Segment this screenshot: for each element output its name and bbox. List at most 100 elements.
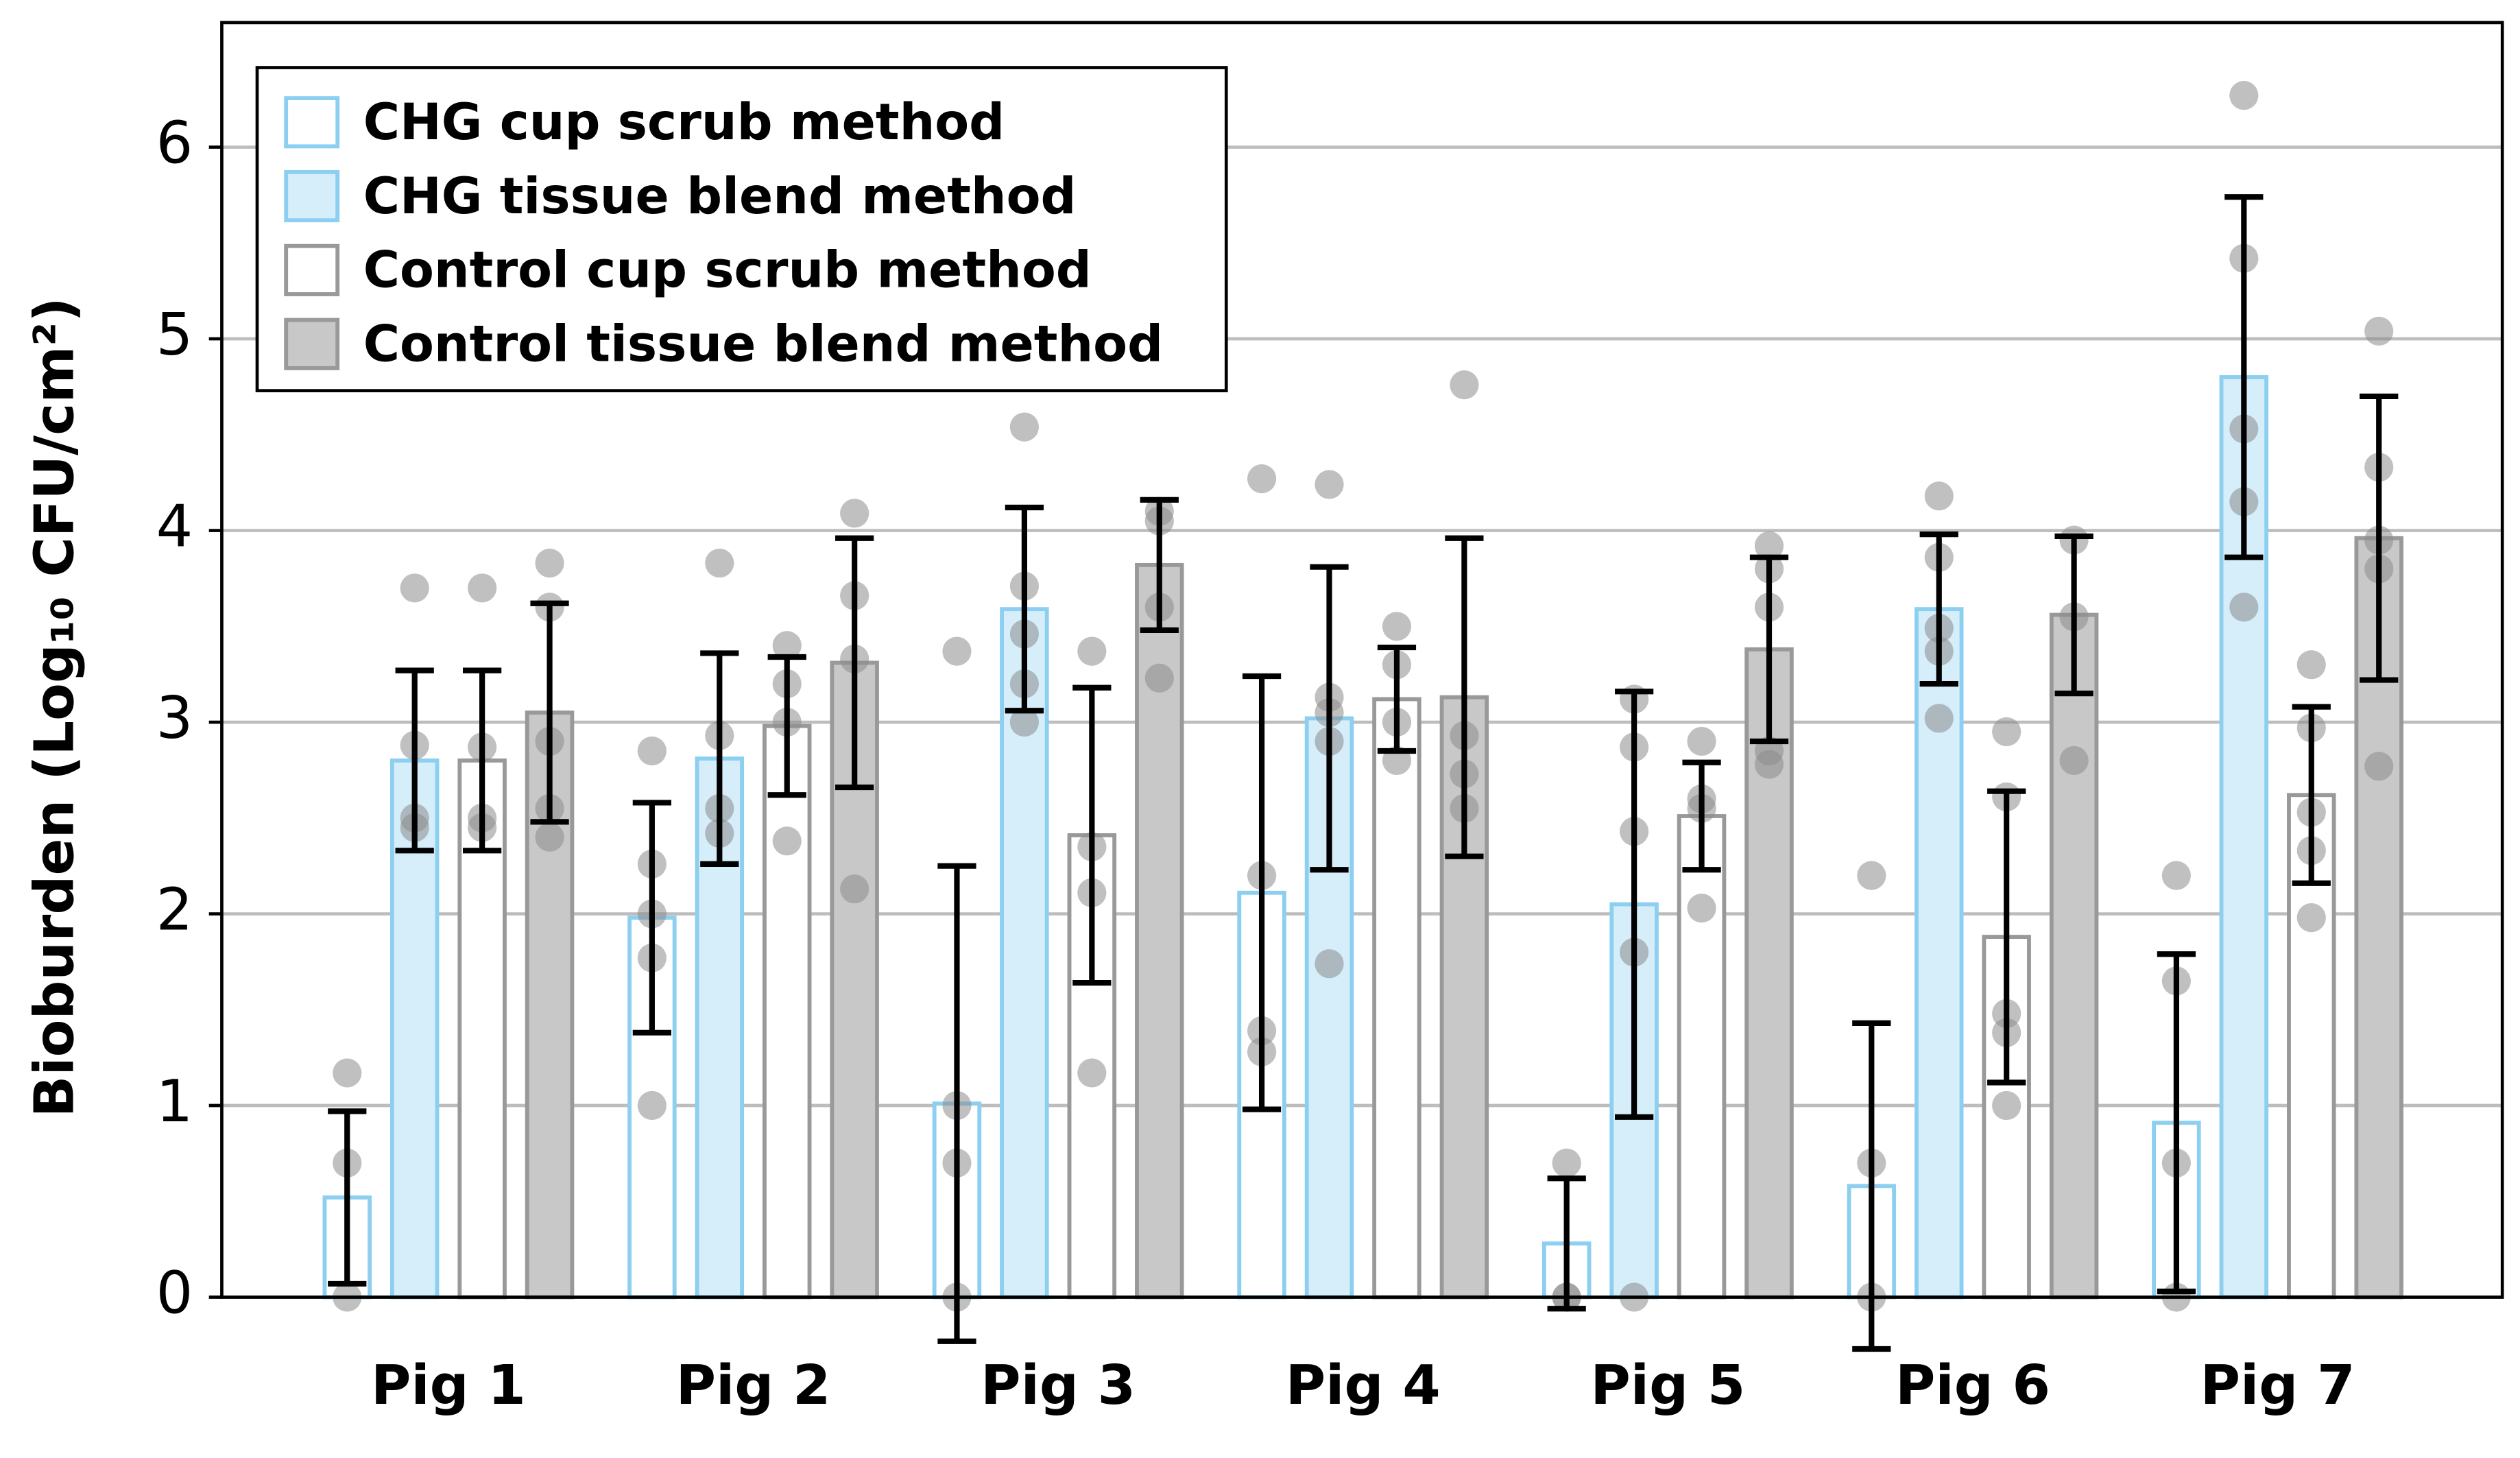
error-bar (530, 600, 569, 825)
data-point (2364, 316, 2394, 346)
data-point (1247, 464, 1277, 494)
data-point (1450, 370, 1479, 400)
data-point (840, 499, 869, 528)
data-point (942, 636, 972, 666)
data-point (637, 736, 667, 766)
data-point (2059, 745, 2089, 776)
x-tick-label: Pig 3 (981, 1353, 1136, 1417)
y-tick-label: 2 (156, 876, 193, 943)
y-tick-label: 5 (156, 301, 193, 368)
legend-box (255, 66, 1228, 392)
data-point (772, 631, 802, 660)
error-bar (2157, 951, 2196, 1295)
legend-label: Control tissue blend method (363, 315, 1163, 373)
y-tick-label: 6 (156, 110, 193, 177)
data-point (772, 826, 802, 856)
legend-swatch (284, 169, 340, 223)
data-point (1857, 861, 1886, 890)
error-bar (1140, 497, 1179, 634)
data-point (2229, 81, 2259, 110)
bar (1372, 697, 1421, 1300)
error-bar (2224, 194, 2264, 560)
legend-label: Control cup scrub method (363, 242, 1092, 300)
data-point (705, 548, 734, 578)
data-point (1315, 949, 1344, 979)
y-axis-label: Bioburden (Log₁₀ CFU/cm²) (22, 297, 86, 1117)
y-tick-label: 3 (156, 684, 193, 752)
data-point (840, 874, 869, 904)
error-bar (1615, 689, 1654, 1120)
error-bar (1445, 535, 1484, 859)
data-point (535, 822, 564, 852)
error-bar (632, 800, 671, 1036)
data-point (637, 1090, 667, 1121)
data-point (1924, 704, 1954, 733)
error-bar (937, 863, 976, 1344)
data-point (2296, 650, 2326, 680)
error-bar (2360, 393, 2399, 683)
x-tick-label: Pig 2 (676, 1353, 831, 1417)
legend-swatch (284, 96, 340, 149)
data-point (535, 548, 564, 578)
error-bar (835, 535, 874, 791)
data-point (1754, 531, 1784, 561)
error-bar (463, 667, 502, 854)
error-bar (1919, 531, 1958, 687)
bar (1677, 814, 1727, 1300)
x-tick-label: Pig 1 (371, 1353, 526, 1417)
x-tick-label: Pig 6 (1895, 1353, 2050, 1417)
x-tick-label: Pig 4 (1286, 1353, 1441, 1417)
legend-swatch (284, 243, 340, 296)
data-point (2161, 861, 2191, 890)
error-bar (395, 667, 434, 854)
y-tick-label: 4 (156, 493, 193, 560)
legend-swatch (284, 318, 340, 370)
data-point (333, 1058, 362, 1088)
data-point (468, 573, 497, 603)
error-bar (1852, 1020, 1891, 1352)
error-bar (1242, 673, 1282, 1112)
error-bar (700, 650, 739, 867)
error-bar (328, 1108, 367, 1287)
error-bar (2292, 704, 2331, 886)
y-tick-label: 0 (156, 1259, 193, 1326)
data-point (400, 573, 429, 603)
error-bar (767, 654, 806, 798)
error-bar (1310, 564, 1349, 873)
bar (762, 724, 812, 1300)
data-point (2296, 903, 2326, 933)
data-point (1992, 1090, 2021, 1121)
data-point (2229, 593, 2259, 622)
error-bar (1987, 788, 2026, 1086)
error-bar (2054, 533, 2093, 697)
data-point (1077, 1058, 1107, 1088)
data-point (1687, 894, 1716, 923)
error-bar (1005, 504, 1044, 714)
data-point (1077, 636, 1107, 666)
data-point (1924, 481, 1954, 511)
x-tick-label: Pig 5 (1590, 1353, 1745, 1417)
data-point (1992, 717, 2021, 747)
y-tick-label: 1 (156, 1068, 193, 1135)
data-point (1687, 726, 1716, 756)
error-bar (1749, 554, 1789, 745)
x-tick-label: Pig 7 (2200, 1353, 2355, 1417)
data-point (1315, 470, 1344, 499)
data-point (1009, 412, 1039, 442)
bar (2049, 612, 2099, 1300)
error-bar (1377, 644, 1417, 754)
data-point (1754, 750, 1784, 779)
data-point (1009, 707, 1039, 737)
error-bar (1072, 684, 1112, 986)
legend-label: CHG tissue blend method (363, 168, 1077, 226)
data-point (1144, 663, 1174, 693)
legend-label: CHG cup scrub method (363, 94, 1005, 152)
data-point (1552, 1148, 1581, 1178)
data-point (2364, 752, 2394, 781)
data-point (1382, 612, 1412, 641)
plot-frame (220, 21, 2504, 1299)
error-bar (1682, 759, 1721, 873)
error-bar (1547, 1175, 1586, 1312)
